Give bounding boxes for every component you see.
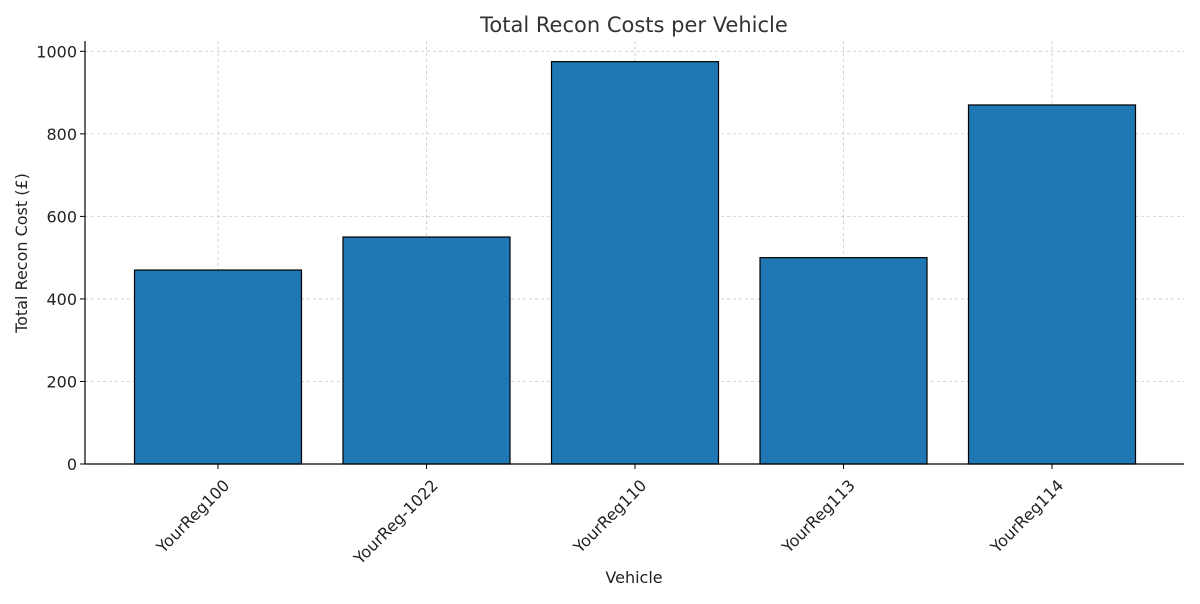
bar-yourreg100 [133,269,303,465]
x-tick-label: YourReg113 [777,476,858,557]
bar-yourreg110 [550,61,720,465]
x-tick-label: YourReg110 [569,476,650,557]
y-tick-label: 1000 [36,42,77,61]
x-axis-label: Vehicle [605,568,662,587]
y-tick-label: 600 [46,207,77,226]
x-tick-label: YourReg114 [986,476,1067,557]
y-tick-label: 200 [46,372,77,391]
y-tick-label: 0 [67,455,77,474]
x-tick-label: YourReg-1022 [349,476,442,569]
bar-yourreg-1022 [342,236,511,465]
bar-yourreg114 [967,104,1137,465]
y-tick-label: 400 [46,290,77,309]
x-tick-label: YourReg100 [152,476,233,557]
bar-yourreg113 [759,257,928,465]
bars-layer [133,61,1137,465]
chart-title: Total Recon Costs per Vehicle [479,13,788,37]
y-tick-label: 800 [46,125,77,144]
y-axis-label: Total Recon Cost (£) [12,173,31,334]
